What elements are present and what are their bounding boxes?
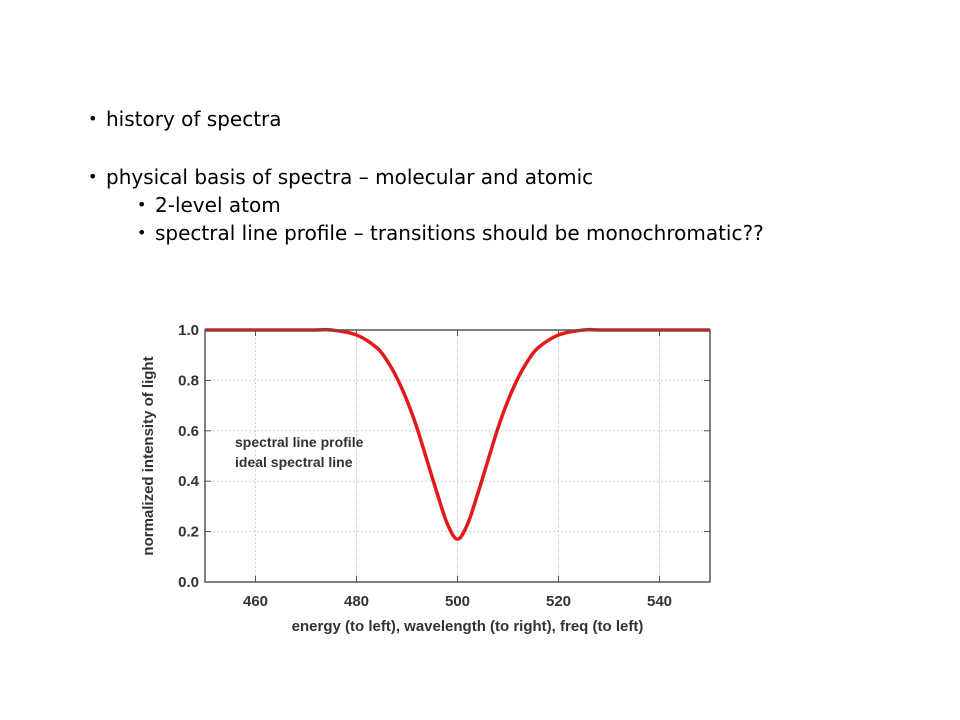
bullet-item: • physical basis of spectra – molecular …: [88, 165, 594, 189]
x-tick-label: 520: [546, 593, 571, 610]
bullet-text: 2-level atom: [155, 193, 281, 217]
x-tick-label: 540: [647, 593, 672, 610]
bullet-dot: •: [88, 167, 98, 186]
chart-grid: [205, 329, 710, 583]
sub-bullet-item: • 2-level atom: [137, 193, 281, 217]
y-tick-label: 0.8: [178, 372, 199, 389]
x-tick-label: 500: [445, 593, 470, 610]
y-tick-label: 0.6: [178, 423, 199, 440]
y-tick-label: 0.0: [178, 574, 199, 591]
x-axis-label: energy (to left), wavelength (to right),…: [292, 618, 644, 635]
spectral-line-chart: 460 480 500 520 540 0.0 0.2 0.4 0.6 0.8 1.0 spectr…: [130, 310, 730, 640]
y-tick-label: 0.2: [178, 524, 199, 541]
spectral-profile-line: [204, 327, 710, 541]
y-tick-label: 1.0: [178, 322, 199, 339]
bullet-dot: •: [88, 109, 98, 128]
x-tick-label: 480: [344, 593, 369, 610]
plot-frame: [204, 329, 711, 583]
bullet-text: physical basis of spectra – molecular an…: [106, 165, 594, 189]
chart-svg: 460 480 500 520 540 0.0 0.2 0.4 0.6 0.8 1.0 spectr…: [140, 322, 711, 635]
y-tick-label: 0.4: [178, 473, 200, 490]
sub-bullet-item: • spectral line profile – transitions sh…: [137, 221, 764, 245]
x-tick-label: 460: [243, 593, 268, 610]
bullet-dot: •: [137, 195, 147, 214]
chart-ticks: 460 480 500 520 540 0.0 0.2 0.4 0.6 0.8 1.0: [178, 322, 710, 610]
bullet-item: • history of spectra: [88, 107, 282, 131]
y-axis-label: normalized intensity of light: [140, 356, 157, 555]
annotation-ideal: ideal spectral line: [235, 454, 353, 470]
bullet-text: spectral line profile – transitions shou…: [155, 221, 764, 245]
bullet-text: history of spectra: [106, 107, 282, 131]
bullet-dot: •: [137, 223, 147, 242]
annotation-profile: spectral line profile: [235, 434, 364, 450]
